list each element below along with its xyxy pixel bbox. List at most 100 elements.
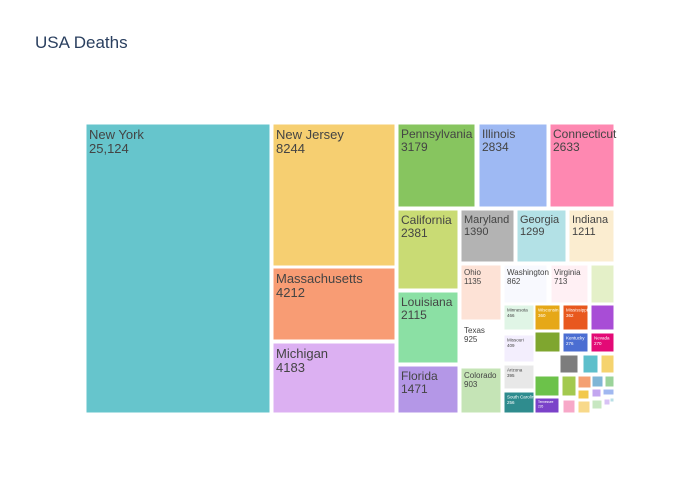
treemap-tile-tile-37[interactable] [604,375,615,388]
treemap-label-pennsylvania: Pennsylvania [401,127,473,141]
treemap-value-colorado: 903 [464,380,478,389]
treemap-tile-michigan[interactable] [272,342,396,414]
treemap-label-new-jersey: New Jersey [276,127,344,142]
treemap-tile-tile-41[interactable] [562,399,576,414]
treemap-tile-tile-29[interactable] [534,331,561,353]
treemap-label-virginia: Virginia [554,268,581,277]
treemap-label-missouri: Missouri [507,338,524,343]
treemap-tile-arizona[interactable] [503,364,535,390]
treemap-tile-tile-44[interactable] [603,398,611,406]
treemap-tile-tile-43[interactable] [591,399,603,410]
treemap-tile-tile-32[interactable] [600,354,615,374]
treemap-label-kentucky: Kentucky [566,336,585,341]
treemap-tile-missouri[interactable] [503,334,535,363]
treemap-value-missouri: 409 [507,343,515,348]
treemap-label-ohio: Ohio [464,268,481,277]
treemap-tile-pennsylvania[interactable] [397,123,476,208]
treemap-tile-georgia[interactable] [516,209,567,263]
treemap-value-tennessee: 226 [538,404,544,408]
treemap-value-california: 2381 [401,226,428,240]
treemap-label-minnesota: Minnesota [507,308,528,313]
treemap-tile-florida[interactable] [397,365,459,414]
treemap-tile-minnesota[interactable] [503,304,535,331]
treemap-tile-ohio[interactable] [460,264,502,321]
treemap-value-new-york: 25,124 [89,141,129,156]
treemap-label-massachusetts: Massachusetts [276,271,363,286]
treemap-value-new-jersey: 8244 [276,141,305,156]
treemap-label-indiana: Indiana [572,214,609,226]
treemap-tile-tile-34[interactable] [561,375,577,397]
treemap-tile-tile-28[interactable] [590,304,615,331]
treemap-tile-new-jersey[interactable] [272,123,396,267]
treemap-label-georgia: Georgia [520,214,560,226]
treemap-tile-tile-39[interactable] [591,388,602,398]
treemap-value-connecticut: 2633 [553,140,580,154]
treemap-tile-connecticut[interactable] [549,123,615,208]
treemap-label-texas: Texas [464,326,485,335]
treemap-value-mississippi: 362 [566,313,574,318]
treemap-label-nevada: Nevada [594,336,610,341]
treemap-tile-tile-35[interactable] [577,375,592,389]
treemap-tile-washington[interactable] [503,264,548,304]
treemap-label-wisconsin: Wisconsin [538,308,559,313]
treemap-tile-tile-36[interactable] [591,375,604,388]
treemap-tile-new-york[interactable] [85,123,271,414]
treemap-tile-california[interactable] [397,209,459,290]
treemap-tile-tennessee[interactable] [534,397,560,414]
treemap-tile-tile-30[interactable] [559,354,579,374]
treemap-label-arizona: Arizona [507,368,523,373]
treemap-value-nevada: 270 [594,341,602,346]
treemap-tile-tile-40[interactable] [602,388,615,396]
treemap-value-massachusetts: 4212 [276,285,305,300]
treemap-label-mississippi: Mississippi [566,308,588,313]
treemap-label-new-york: New York [89,127,144,142]
treemap-tile-wisconsin[interactable] [534,304,561,331]
treemap-label-illinois: Illinois [482,127,515,141]
treemap-value-kentucky: 276 [566,341,574,346]
treemap-tile-nevada[interactable] [590,332,615,353]
treemap-value-minnesota: 466 [507,313,515,318]
treemap-tile-south-carolina[interactable] [503,391,535,414]
treemap-label-michigan: Michigan [276,346,328,361]
treemap-tile-mississippi[interactable] [562,304,589,331]
treemap-tile-tile-27[interactable] [590,264,615,304]
treemap-label-connecticut: Connecticut [553,127,617,141]
treemap-value-louisiana: 2115 [401,308,427,322]
treemap-tile-maryland[interactable] [460,209,515,263]
treemap-value-washington: 862 [507,277,521,286]
treemap-value-illinois: 2834 [482,140,509,154]
treemap-label-south-carolina: South Carolina [507,395,537,400]
treemap-value-south-carolina: 256 [507,400,515,405]
treemap-tile-tile-33[interactable] [534,375,560,397]
treemap-tile-tile-31[interactable] [582,354,599,374]
treemap-label-washington: Washington [507,268,549,277]
treemap-label-tennessee: Tennessee [538,400,554,404]
treemap-tile-indiana[interactable] [568,209,615,263]
treemap-value-wisconsin: 360 [538,313,546,318]
treemap-tile-illinois[interactable] [478,123,548,208]
treemap-tile-louisiana[interactable] [397,291,459,364]
treemap-value-indiana: 1211 [572,226,596,238]
treemap-tile-kentucky[interactable] [562,332,589,353]
treemap-tile-massachusetts[interactable] [272,267,396,341]
treemap-tile-colorado[interactable] [460,367,502,414]
treemap-tile-texas[interactable] [460,322,502,366]
treemap-label-louisiana: Louisiana [401,295,453,309]
treemap-label-colorado: Colorado [464,371,497,380]
treemap-tile-tile-42[interactable] [577,400,591,414]
treemap-label-florida: Florida [401,369,438,383]
treemap-value-maryland: 1390 [464,226,488,238]
treemap-value-pennsylvania: 3179 [401,140,428,154]
treemap-tile-tile-45[interactable] [609,397,615,403]
treemap-tile-virginia[interactable] [550,264,589,304]
treemap-label-california: California [401,213,452,227]
treemap-value-georgia: 1299 [520,226,544,238]
treemap-value-virginia: 713 [554,277,568,286]
treemap-value-arizona: 395 [507,373,515,378]
treemap-tile-tile-38[interactable] [577,389,590,400]
treemap-label-maryland: Maryland [464,214,509,226]
chart-title: USA Deaths [35,33,128,52]
treemap-value-ohio: 1135 [464,277,482,286]
treemap-value-texas: 925 [464,335,478,344]
